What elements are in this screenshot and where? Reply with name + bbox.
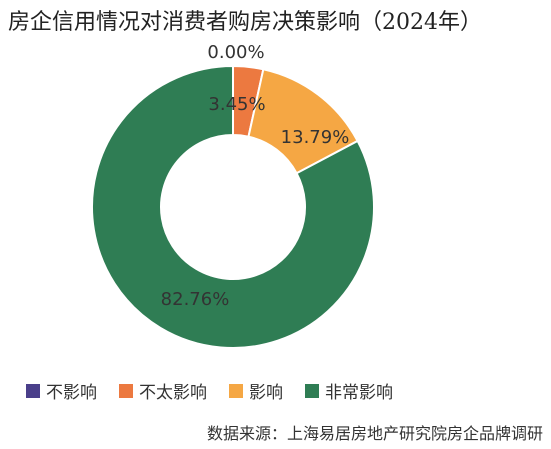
chart-title: 房企信用情况对消费者购房决策影响（2024年） (8, 10, 482, 35)
legend-label-2: 影响 (249, 383, 283, 403)
legend-swatch-2 (229, 383, 243, 398)
legend-item-2: 影响 (229, 378, 283, 403)
legend-item-3: 非常影响 (305, 378, 393, 403)
data-label-3: 82.76% (161, 289, 230, 310)
legend-label-0: 不影响 (46, 383, 97, 403)
data-label-2: 13.79% (281, 127, 350, 148)
legend-label-3: 非常影响 (325, 383, 393, 403)
legend-swatch-3 (305, 383, 319, 398)
legend-label-1: 不太影响 (139, 383, 207, 403)
data-label-1: 3.45% (208, 94, 265, 115)
legend-item-1: 不太影响 (119, 378, 207, 403)
legend: 不影响 不太影响 影响 非常影响 (26, 378, 415, 403)
legend-item-0: 不影响 (26, 378, 97, 403)
legend-swatch-1 (119, 383, 133, 398)
slice-3 (91, 64, 375, 349)
legend-swatch-0 (26, 383, 40, 398)
donut-chart: 0.00% 3.45% 13.79% 82.76% (91, 42, 375, 349)
data-label-0: 0.00% (207, 42, 264, 63)
source-note: 数据来源：上海易居房地产研究院房企品牌调研 (206, 424, 543, 443)
